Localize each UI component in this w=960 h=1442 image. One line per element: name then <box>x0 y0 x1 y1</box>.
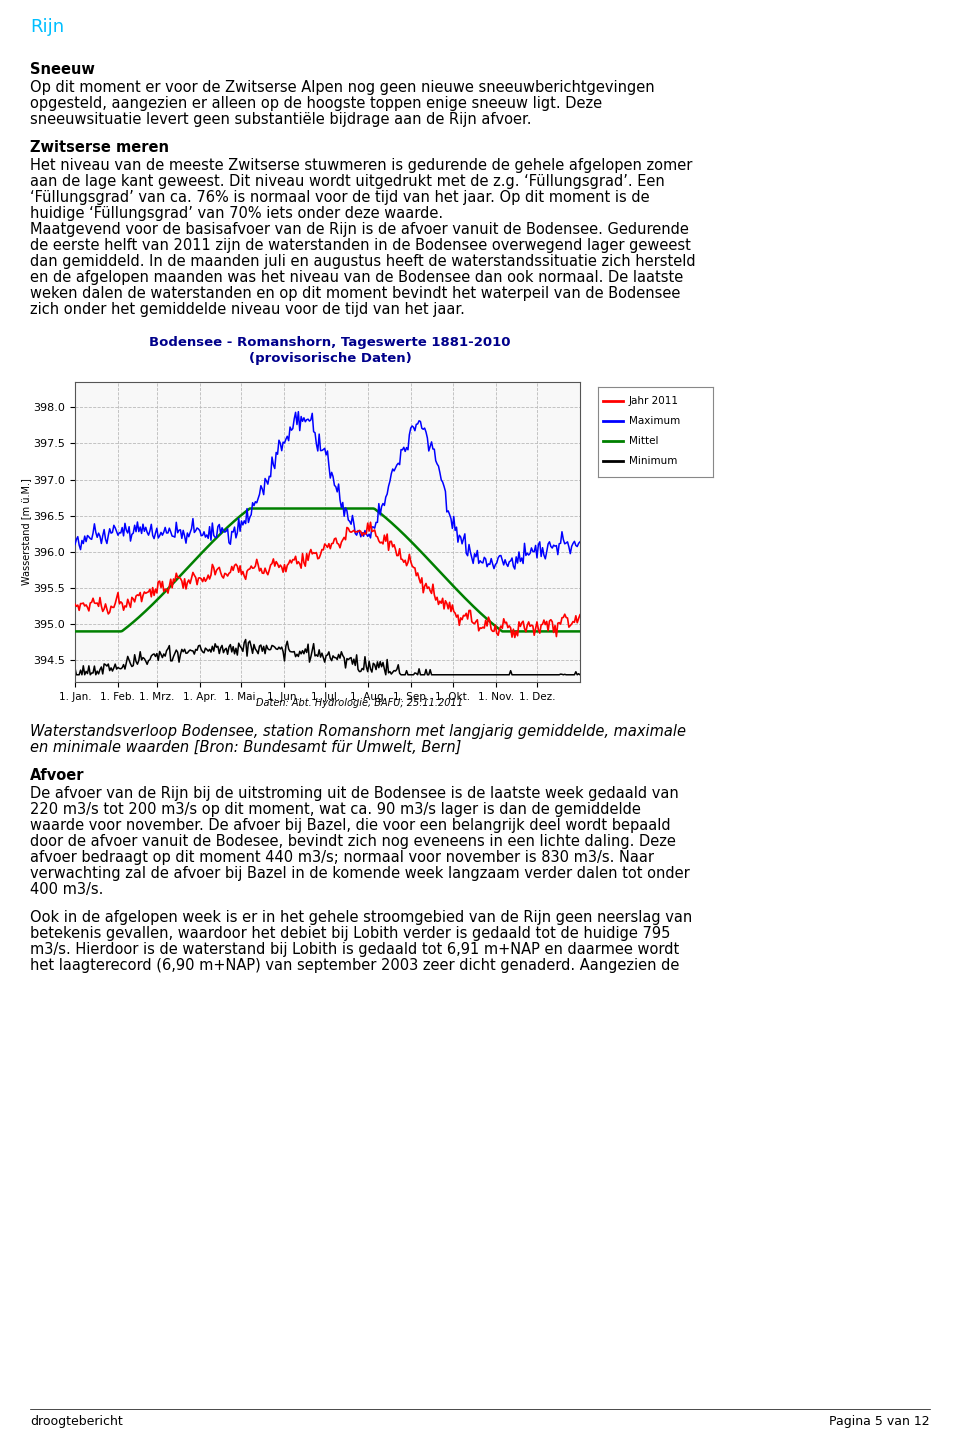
Text: Het niveau van de meeste Zwitserse stuwmeren is gedurende de gehele afgelopen zo: Het niveau van de meeste Zwitserse stuwm… <box>30 159 692 173</box>
Text: Daten: Abt. Hydrologie, BAFU; 25.11.2011: Daten: Abt. Hydrologie, BAFU; 25.11.2011 <box>256 698 464 708</box>
Text: Afvoer: Afvoer <box>30 769 84 783</box>
Text: 220 m3/s tot 200 m3/s op dit moment, wat ca. 90 m3/s lager is dan de gemiddelde: 220 m3/s tot 200 m3/s op dit moment, wat… <box>30 802 641 818</box>
Text: Rijn: Rijn <box>30 17 64 36</box>
Text: ‘Füllungsgrad’ van ca. 76% is normaal voor de tijd van het jaar. Op dit moment i: ‘Füllungsgrad’ van ca. 76% is normaal vo… <box>30 190 650 205</box>
Text: het laagterecord (6,90 m+NAP) van september 2003 zeer dicht genaderd. Aangezien : het laagterecord (6,90 m+NAP) van septem… <box>30 957 680 973</box>
Text: waarde voor november. De afvoer bij Bazel, die voor een belangrijk deel wordt be: waarde voor november. De afvoer bij Baze… <box>30 818 671 833</box>
Y-axis label: Wasserstand [m ü.M.]: Wasserstand [m ü.M.] <box>20 479 31 585</box>
Text: aan de lage kant geweest. Dit niveau wordt uitgedrukt met de z.g. ‘Füllungsgrad’: aan de lage kant geweest. Dit niveau wor… <box>30 174 664 189</box>
Text: Mittel: Mittel <box>629 435 659 446</box>
Text: Waterstandsverloop Bodensee, station Romanshorn met langjarig gemiddelde, maxima: Waterstandsverloop Bodensee, station Rom… <box>30 724 686 738</box>
Text: Pagina 5 van 12: Pagina 5 van 12 <box>829 1415 930 1428</box>
Text: Zwitserse meren: Zwitserse meren <box>30 140 169 154</box>
Text: weken dalen de waterstanden en op dit moment bevindt het waterpeil van de Bodens: weken dalen de waterstanden en op dit mo… <box>30 286 681 301</box>
Text: opgesteld, aangezien er alleen op de hoogste toppen enige sneeuw ligt. Deze: opgesteld, aangezien er alleen op de hoo… <box>30 97 602 111</box>
Text: Maatgevend voor de basisafvoer van de Rijn is de afvoer vanuit de Bodensee. Gedu: Maatgevend voor de basisafvoer van de Ri… <box>30 222 689 236</box>
Text: verwachting zal de afvoer bij Bazel in de komende week langzaam verder dalen tot: verwachting zal de afvoer bij Bazel in d… <box>30 867 689 881</box>
Text: Minimum: Minimum <box>629 456 678 466</box>
Text: dan gemiddeld. In de maanden juli en augustus heeft de waterstandssituatie zich : dan gemiddeld. In de maanden juli en aug… <box>30 254 696 270</box>
Text: en de afgelopen maanden was het niveau van de Bodensee dan ook normaal. De laats: en de afgelopen maanden was het niveau v… <box>30 270 684 286</box>
Text: Op dit moment er voor de Zwitserse Alpen nog geen nieuwe sneeuwberichtgevingen: Op dit moment er voor de Zwitserse Alpen… <box>30 79 655 95</box>
Text: en minimale waarden [Bron: Bundesamt für Umwelt, Bern]: en minimale waarden [Bron: Bundesamt für… <box>30 740 462 756</box>
Text: de eerste helft van 2011 zijn de waterstanden in de Bodensee overwegend lager ge: de eerste helft van 2011 zijn de waterst… <box>30 238 691 252</box>
Text: sneeuwsituatie levert geen substantiële bijdrage aan de Rijn afvoer.: sneeuwsituatie levert geen substantiële … <box>30 112 532 127</box>
Text: Jahr 2011: Jahr 2011 <box>629 397 679 407</box>
Text: Bodensee - Romanshorn, Tageswerte 1881-2010: Bodensee - Romanshorn, Tageswerte 1881-2… <box>149 336 511 349</box>
Text: afvoer bedraagt op dit moment 440 m3/s; normaal voor november is 830 m3/s. Naar: afvoer bedraagt op dit moment 440 m3/s; … <box>30 849 654 865</box>
Text: 400 m3/s.: 400 m3/s. <box>30 883 104 897</box>
Text: zich onder het gemiddelde niveau voor de tijd van het jaar.: zich onder het gemiddelde niveau voor de… <box>30 301 465 317</box>
Text: Sneeuw: Sneeuw <box>30 62 95 76</box>
Text: Ook in de afgelopen week is er in het gehele stroomgebied van de Rijn geen neers: Ook in de afgelopen week is er in het ge… <box>30 910 692 924</box>
Text: huidige ‘Füllungsgrad’ van 70% iets onder deze waarde.: huidige ‘Füllungsgrad’ van 70% iets onde… <box>30 206 444 221</box>
Text: Maximum: Maximum <box>629 417 681 427</box>
Text: m3/s. Hierdoor is de waterstand bij Lobith is gedaald tot 6,91 m+NAP en daarmee : m3/s. Hierdoor is de waterstand bij Lobi… <box>30 942 680 957</box>
Text: betekenis gevallen, waardoor het debiet bij Lobith verder is gedaald tot de huid: betekenis gevallen, waardoor het debiet … <box>30 926 670 942</box>
Text: De afvoer van de Rijn bij de uitstroming uit de Bodensee is de laatste week geda: De afvoer van de Rijn bij de uitstroming… <box>30 786 679 800</box>
Text: door de afvoer vanuit de Bodesee, bevindt zich nog eveneens in een lichte daling: door de afvoer vanuit de Bodesee, bevind… <box>30 833 676 849</box>
Text: droogtebericht: droogtebericht <box>30 1415 123 1428</box>
Text: (provisorische Daten): (provisorische Daten) <box>249 352 412 365</box>
